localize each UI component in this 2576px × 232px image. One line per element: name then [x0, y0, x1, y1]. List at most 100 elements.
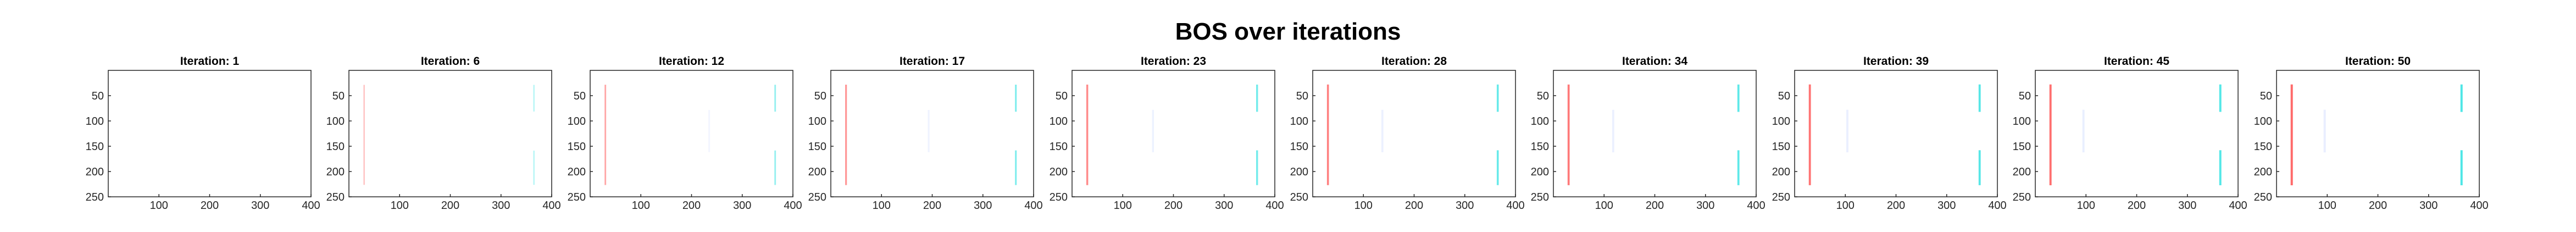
- x-tick-label: 200: [1887, 200, 1905, 212]
- bos-shape: [1808, 84, 1981, 185]
- x-tick-label: 100: [2318, 200, 2336, 212]
- bos-shape: [363, 85, 535, 185]
- panel-7: Iteration: 34 100 200 300 400 50 100 150 200 250: [1531, 55, 1766, 212]
- x-tick-label: 400: [2229, 200, 2247, 212]
- y-tick-label: 50: [1056, 90, 1068, 102]
- axes-box: [108, 70, 312, 197]
- x-tick-label: 100: [873, 200, 891, 212]
- y-tick-label: 200: [1290, 166, 1308, 178]
- x-tick-label: 300: [492, 200, 510, 212]
- x-tick-label: 200: [1646, 200, 1664, 212]
- panel-title: Iteration: 28: [1381, 55, 1447, 68]
- y-tick-label: 50: [1778, 90, 1790, 102]
- y-tick-label: 150: [1290, 141, 1308, 153]
- bos-shape: [845, 85, 1017, 185]
- x-tick-label: 200: [682, 200, 701, 212]
- x-tick-label: 300: [974, 200, 992, 212]
- x-tick-label: 200: [923, 200, 941, 212]
- axes-box: [1794, 70, 1998, 197]
- x-tick-label: 100: [1595, 200, 1613, 212]
- panels: Iteration: 1 100 200 300 400 50 100 150 200 250 It…: [86, 55, 2489, 212]
- x-tick-label: 300: [2419, 200, 2438, 212]
- bos-shape: [604, 85, 776, 185]
- y-tick-label: 100: [1050, 115, 1068, 128]
- panel-2: Iteration: 6 100 200 300 400 50 100 150 200 250: [326, 55, 561, 212]
- y-tick-label: 100: [1290, 115, 1308, 128]
- x-tick-label: 400: [542, 200, 560, 212]
- panel-title: Iteration: 12: [659, 55, 724, 68]
- panel-8: Iteration: 39 100 200 300 400 50 100 150 200 250: [1772, 55, 2007, 212]
- y-tick-label: 250: [808, 191, 826, 203]
- y-tick-label: 200: [808, 166, 826, 178]
- axes-box: [1072, 70, 1275, 197]
- x-tick-label: 100: [2077, 200, 2095, 212]
- y-tick-label: 200: [2013, 166, 2031, 178]
- y-tick-label: 250: [1050, 191, 1068, 203]
- panel-title: Iteration: 17: [900, 55, 965, 68]
- y-tick-label: 150: [1531, 141, 1549, 153]
- x-tick-label: 200: [1405, 200, 1423, 212]
- y-tick-label: 200: [568, 166, 586, 178]
- x-tick-label: 300: [2178, 200, 2196, 212]
- y-tick-label: 100: [86, 115, 104, 128]
- x-tick-label: 200: [1164, 200, 1182, 212]
- x-tick-label: 300: [1696, 200, 1714, 212]
- axes-box: [2276, 70, 2480, 197]
- panel-title: Iteration: 50: [2345, 55, 2411, 68]
- x-tick-label: 300: [1215, 200, 1233, 212]
- y-tick-label: 150: [1772, 141, 1790, 153]
- bos-shape: [2290, 84, 2463, 185]
- panel-6: Iteration: 28 100 200 300 400 50 100 150 200 250: [1290, 55, 1525, 212]
- y-tick-label: 50: [1296, 90, 1308, 102]
- x-tick-label: 100: [391, 200, 409, 212]
- y-tick-label: 150: [808, 141, 826, 153]
- panel-title: Iteration: 6: [421, 55, 480, 68]
- axes-box: [348, 70, 552, 197]
- x-tick-label: 100: [1836, 200, 1855, 212]
- axes-box: [1312, 70, 1516, 197]
- y-tick-label: 250: [2254, 191, 2272, 203]
- figure-title: BOS over iterations: [1175, 18, 1401, 45]
- y-tick-label: 200: [326, 166, 345, 178]
- y-tick-label: 150: [2013, 141, 2031, 153]
- panel-title: Iteration: 45: [2104, 55, 2169, 68]
- y-tick-label: 50: [574, 90, 586, 102]
- y-tick-label: 100: [2254, 115, 2272, 128]
- y-tick-label: 250: [568, 191, 586, 203]
- x-tick-label: 200: [2369, 200, 2387, 212]
- y-tick-label: 200: [1531, 166, 1549, 178]
- panel-10: Iteration: 50 100 200 300 400 50 100 150 200 250: [2254, 55, 2489, 212]
- panel-3: Iteration: 12 100 200 300 400 50 100 150 200 250: [568, 55, 802, 212]
- x-tick-label: 100: [150, 200, 168, 212]
- x-tick-label: 400: [1747, 200, 1765, 212]
- x-tick-label: 200: [2128, 200, 2146, 212]
- x-tick-label: 100: [632, 200, 650, 212]
- y-tick-label: 100: [808, 115, 826, 128]
- x-tick-label: 200: [441, 200, 459, 212]
- axes-box: [2035, 70, 2239, 197]
- panel-title: Iteration: 39: [1863, 55, 1929, 68]
- x-tick-label: 400: [1024, 200, 1042, 212]
- panel-1: Iteration: 1 100 200 300 400 50 100 150 200 250: [86, 55, 320, 212]
- y-tick-label: 100: [1531, 115, 1549, 128]
- y-tick-label: 250: [2013, 191, 2031, 203]
- y-tick-label: 50: [2019, 90, 2031, 102]
- y-tick-label: 100: [568, 115, 586, 128]
- y-tick-label: 100: [1772, 115, 1790, 128]
- y-tick-label: 50: [2260, 90, 2272, 102]
- y-tick-label: 150: [568, 141, 586, 153]
- panel-title: Iteration: 1: [180, 55, 240, 68]
- x-tick-label: 300: [251, 200, 269, 212]
- bos-shape: [1567, 84, 1740, 185]
- x-tick-label: 100: [1114, 200, 1132, 212]
- panel-4: Iteration: 17 100 200 300 400 50 100 150 200 250: [808, 55, 1043, 212]
- y-tick-label: 150: [86, 141, 104, 153]
- panel-title: Iteration: 23: [1141, 55, 1206, 68]
- x-tick-label: 100: [1354, 200, 1373, 212]
- y-tick-label: 250: [1290, 191, 1308, 203]
- panel-5: Iteration: 23 100 200 300 400 50 100 150 200 250: [1050, 55, 1284, 212]
- y-tick-label: 100: [2013, 115, 2031, 128]
- x-tick-label: 300: [1456, 200, 1474, 212]
- x-tick-label: 400: [2470, 200, 2488, 212]
